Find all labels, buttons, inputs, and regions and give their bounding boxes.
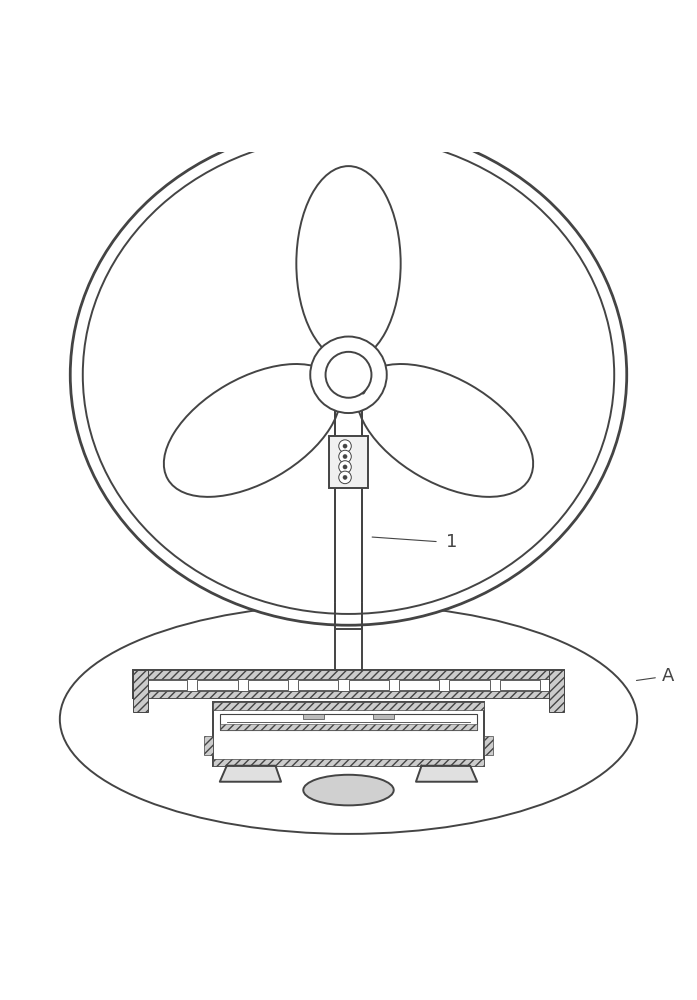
Polygon shape xyxy=(220,766,281,782)
Ellipse shape xyxy=(357,364,533,497)
Bar xyxy=(500,680,540,690)
Bar xyxy=(298,680,339,690)
Bar xyxy=(213,702,484,710)
Bar xyxy=(399,680,439,690)
Bar xyxy=(484,736,493,755)
Circle shape xyxy=(343,465,347,469)
Bar xyxy=(220,714,477,730)
Circle shape xyxy=(343,475,347,479)
Bar xyxy=(330,436,367,488)
Bar xyxy=(133,670,148,712)
Circle shape xyxy=(339,450,351,463)
Bar xyxy=(204,736,213,755)
Bar xyxy=(133,670,564,698)
Bar xyxy=(373,714,394,719)
Bar xyxy=(133,691,564,698)
Bar xyxy=(348,680,389,690)
Bar xyxy=(133,670,564,679)
Bar xyxy=(220,724,477,730)
Ellipse shape xyxy=(303,775,394,805)
Circle shape xyxy=(343,444,347,448)
Ellipse shape xyxy=(60,604,637,834)
Bar xyxy=(450,680,490,690)
Circle shape xyxy=(310,337,387,413)
Text: A: A xyxy=(661,667,674,685)
Ellipse shape xyxy=(164,364,340,497)
Bar xyxy=(247,680,288,690)
Bar xyxy=(197,680,238,690)
Circle shape xyxy=(339,461,351,473)
Circle shape xyxy=(343,454,347,459)
Bar xyxy=(549,670,564,712)
Bar xyxy=(147,680,187,690)
Polygon shape xyxy=(416,766,477,782)
Text: 1: 1 xyxy=(446,533,457,551)
Bar xyxy=(303,714,324,719)
Circle shape xyxy=(325,352,372,398)
Circle shape xyxy=(339,440,351,452)
Ellipse shape xyxy=(296,166,401,361)
Bar xyxy=(213,759,484,766)
Circle shape xyxy=(339,471,351,484)
Bar xyxy=(213,702,484,766)
Ellipse shape xyxy=(70,124,627,625)
